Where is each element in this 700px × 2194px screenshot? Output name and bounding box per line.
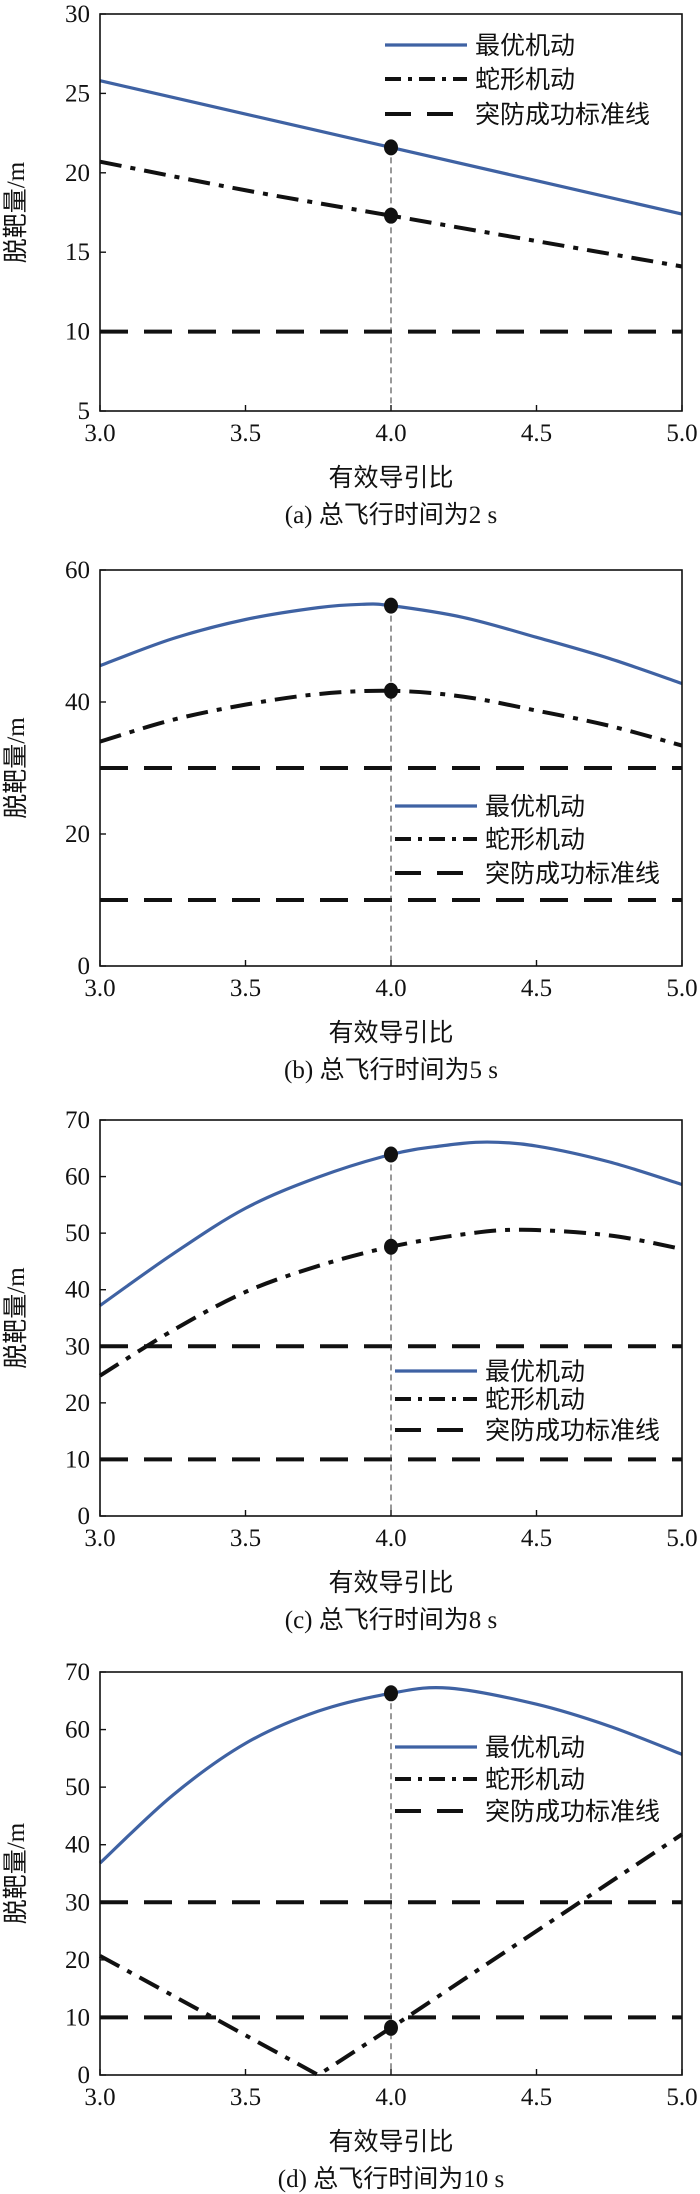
y-tick-label: 10: [65, 2004, 90, 2031]
x-tick-label: 4.0: [375, 1525, 406, 1552]
x-tick-label: 4.5: [521, 420, 552, 447]
x-axis-title: 有效导引比: [328, 1569, 453, 1597]
y-tick-label: 20: [65, 160, 90, 187]
legend-label: 蛇形机动: [485, 1766, 585, 1794]
x-tick-label: 3.5: [230, 975, 261, 1002]
y-tick-label: 20: [65, 821, 90, 848]
y-tick-label: 30: [65, 1889, 90, 1916]
y-tick-label: 70: [65, 1107, 90, 1134]
y-tick-label: 30: [65, 1, 90, 28]
x-tick-label: 3.5: [230, 1525, 261, 1552]
x-tick-label: 3.0: [84, 2084, 115, 2111]
legend-label: 突防成功标准线: [485, 860, 660, 888]
x-tick-label: 3.0: [84, 1525, 115, 1552]
x-axis-title: 有效导引比: [328, 464, 453, 492]
data-point-marker: [384, 139, 398, 156]
legend-label: 突防成功标准线: [485, 1798, 660, 1826]
legend-label: 最优机动: [485, 793, 585, 821]
x-tick-label: 5.0: [666, 420, 697, 447]
x-tick-label: 4.0: [375, 2084, 406, 2111]
y-tick-label: 50: [65, 1220, 90, 1247]
series-line-optimal: [99, 1140, 683, 1307]
data-point-marker: [384, 1685, 398, 1702]
x-tick-label: 3.5: [230, 420, 261, 447]
x-tick-label: 3.0: [84, 420, 115, 447]
legend-label: 蛇形机动: [475, 66, 575, 94]
y-tick-label: 40: [65, 1832, 90, 1859]
y-tick-label: 5: [78, 398, 91, 425]
y-tick-label: 15: [65, 239, 90, 266]
series-line-snake: [99, 159, 683, 269]
y-tick-label: 60: [65, 1164, 90, 1191]
chart-panel-d: 3.0 3.5 4.0 4.5 5.0 0 10 20 30 40 50 60 70 有效导引比 脱靶量/m…: [2, 1659, 698, 2193]
legend-label: 最优机动: [475, 32, 575, 60]
x-tick-label: 4.5: [521, 2084, 552, 2111]
chart-panel-c: 3.0 3.5 4.0 4.5 5.0 0 10 20 30 40 50 60 70 有效导引比 脱靶量/m…: [2, 1107, 698, 1634]
y-tick-label: 20: [65, 1390, 90, 1417]
y-tick-label: 30: [65, 1333, 90, 1360]
data-point-marker: [384, 2019, 398, 2036]
figure-caption: (d) 总飞行时间为10 s: [278, 2165, 504, 2193]
y-axis-title: 脱靶量/m: [2, 717, 30, 819]
x-tick-label: 3.5: [230, 2084, 261, 2111]
x-tick-label: 3.0: [84, 975, 115, 1002]
y-axis-title: 脱靶量/m: [2, 161, 30, 263]
y-tick-label: 40: [65, 689, 90, 716]
y-tick-label: 40: [65, 1277, 90, 1304]
x-tick-label: 5.0: [666, 2084, 697, 2111]
x-axis-title: 有效导引比: [328, 2128, 453, 2156]
y-tick-label: 50: [65, 1774, 90, 1801]
y-tick-label: 10: [65, 1446, 90, 1473]
data-point-marker: [384, 1146, 398, 1163]
data-point-marker: [384, 682, 398, 699]
x-tick-label: 4.5: [521, 975, 552, 1002]
data-point-marker: [384, 207, 398, 224]
y-axis-title: 脱靶量/m: [2, 1822, 30, 1924]
legend-label: 最优机动: [485, 1358, 585, 1386]
series-line-snake: [99, 1832, 684, 2078]
y-tick-label: 60: [65, 1717, 90, 1744]
x-tick-label: 4.0: [375, 975, 406, 1002]
x-tick-label: 5.0: [666, 1525, 697, 1552]
legend-label: 蛇形机动: [485, 826, 585, 854]
legend-label: 最优机动: [485, 1734, 585, 1762]
chart-panel-b: 3.0 3.5 4.0 4.5 5.0 0 20 40 60 有效导引比 脱靶量/m (b) 总飞行时…: [2, 557, 698, 1084]
figure-caption: (b) 总飞行时间为5 s: [284, 1056, 498, 1084]
series-line-optimal: [99, 602, 683, 686]
x-tick-label: 5.0: [666, 975, 697, 1002]
x-tick-label: 4.0: [375, 420, 406, 447]
figure-caption: (c) 总飞行时间为8 s: [285, 1606, 497, 1634]
y-tick-label: 25: [65, 80, 90, 107]
chart-panel-a: 3.0 3.5 4.0 4.5 5.0 5 10 15 20 25 30 有效导引比 脱靶量/m (a) …: [2, 1, 698, 529]
y-axis-title: 脱靶量/m: [2, 1267, 30, 1369]
y-tick-label: 0: [78, 953, 91, 980]
figure-caption: (a) 总飞行时间为2 s: [285, 501, 497, 529]
legend-label: 突防成功标准线: [485, 1417, 660, 1445]
y-tick-label: 70: [65, 1659, 90, 1686]
x-axis-title: 有效导引比: [328, 1019, 453, 1047]
series-line-snake: [99, 688, 683, 748]
x-tick-label: 4.5: [521, 1525, 552, 1552]
y-tick-label: 0: [78, 2062, 91, 2089]
data-point-marker: [384, 1238, 398, 1255]
y-tick-label: 60: [65, 557, 90, 584]
y-tick-label: 10: [65, 319, 90, 346]
legend-label: 蛇形机动: [485, 1386, 585, 1414]
legend-label: 突防成功标准线: [475, 101, 650, 129]
y-tick-label: 0: [78, 1503, 91, 1530]
data-point-marker: [384, 597, 398, 614]
y-tick-label: 20: [65, 1947, 90, 1974]
